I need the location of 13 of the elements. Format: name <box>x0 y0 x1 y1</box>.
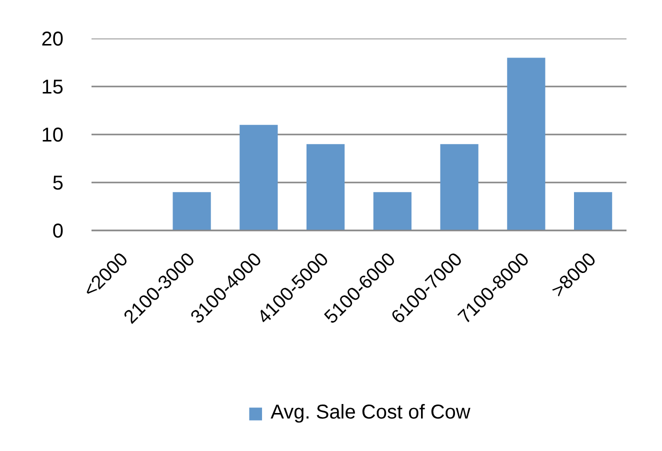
legend-label: Avg. Sale Cost of Cow <box>270 402 470 424</box>
y-tick-label: 15 <box>41 76 64 98</box>
bar <box>373 192 412 230</box>
bar <box>574 192 612 230</box>
y-tick-label: 0 <box>52 220 64 242</box>
y-tick-label: 10 <box>41 124 64 146</box>
bar <box>172 192 211 230</box>
bar <box>440 144 478 230</box>
bar <box>240 124 278 230</box>
y-tick-label: 20 <box>41 28 64 50</box>
bar <box>306 144 345 230</box>
bar <box>507 58 546 230</box>
y-tick-label: 5 <box>52 172 64 194</box>
